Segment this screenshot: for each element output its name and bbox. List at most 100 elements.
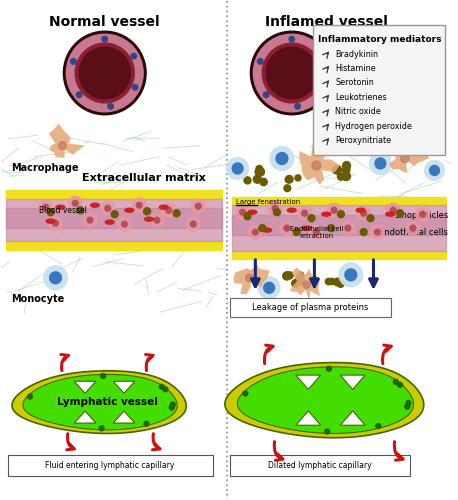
Circle shape: [101, 374, 106, 378]
Circle shape: [150, 213, 164, 227]
Circle shape: [256, 166, 263, 172]
Circle shape: [293, 228, 300, 235]
Circle shape: [371, 225, 384, 239]
Circle shape: [144, 422, 149, 426]
Circle shape: [166, 208, 172, 213]
Circle shape: [295, 175, 301, 181]
Text: Leukotrienes: Leukotrienes: [335, 93, 387, 102]
Circle shape: [75, 43, 134, 103]
Ellipse shape: [386, 212, 395, 216]
Polygon shape: [389, 141, 429, 173]
Circle shape: [298, 206, 311, 220]
Circle shape: [53, 220, 59, 226]
Circle shape: [342, 172, 350, 180]
Circle shape: [248, 225, 262, 239]
Circle shape: [345, 269, 357, 281]
Circle shape: [227, 158, 248, 180]
Circle shape: [329, 278, 335, 284]
Ellipse shape: [287, 208, 296, 212]
Circle shape: [102, 36, 108, 42]
Circle shape: [295, 276, 305, 285]
Circle shape: [154, 217, 160, 223]
Circle shape: [283, 272, 291, 280]
Circle shape: [159, 384, 164, 390]
Circle shape: [63, 31, 146, 115]
Polygon shape: [12, 371, 186, 434]
FancyBboxPatch shape: [8, 456, 213, 476]
Circle shape: [345, 225, 351, 231]
Bar: [232, 198, 446, 205]
Circle shape: [245, 274, 253, 281]
Polygon shape: [225, 362, 424, 438]
Circle shape: [327, 204, 341, 217]
Circle shape: [406, 221, 420, 235]
Circle shape: [405, 404, 409, 409]
Circle shape: [191, 221, 196, 227]
Circle shape: [425, 160, 444, 180]
Circle shape: [191, 200, 205, 213]
Circle shape: [416, 207, 430, 221]
Circle shape: [101, 202, 114, 215]
Circle shape: [66, 34, 143, 112]
Circle shape: [39, 200, 53, 214]
Text: Monocyte: Monocyte: [11, 294, 65, 304]
Polygon shape: [74, 411, 96, 423]
Circle shape: [144, 208, 151, 214]
Circle shape: [410, 225, 416, 231]
Circle shape: [121, 221, 127, 227]
Text: Dilated lymphatic capillary: Dilated lymphatic capillary: [268, 462, 372, 470]
Circle shape: [273, 208, 280, 216]
Text: Hydrogen peroxide: Hydrogen peroxide: [335, 122, 412, 130]
Circle shape: [255, 168, 262, 175]
Ellipse shape: [105, 220, 114, 224]
Circle shape: [163, 387, 168, 392]
Circle shape: [170, 402, 175, 407]
Polygon shape: [290, 268, 320, 301]
Circle shape: [266, 47, 317, 99]
Circle shape: [286, 176, 293, 183]
Circle shape: [244, 212, 251, 220]
Circle shape: [333, 166, 342, 174]
Polygon shape: [340, 375, 365, 390]
Circle shape: [43, 204, 49, 210]
Circle shape: [76, 92, 82, 98]
Circle shape: [420, 212, 425, 217]
Bar: [232, 205, 446, 251]
Circle shape: [79, 47, 131, 99]
Circle shape: [295, 104, 300, 109]
Circle shape: [251, 31, 333, 115]
Bar: [232, 215, 446, 235]
Circle shape: [284, 185, 291, 192]
Circle shape: [253, 34, 330, 112]
Circle shape: [284, 225, 290, 231]
Circle shape: [297, 272, 304, 278]
Circle shape: [430, 166, 439, 175]
Circle shape: [357, 206, 371, 220]
Circle shape: [105, 206, 110, 211]
Circle shape: [390, 208, 396, 213]
Polygon shape: [113, 411, 135, 423]
Circle shape: [327, 224, 335, 232]
Bar: [232, 251, 446, 259]
Circle shape: [243, 391, 248, 396]
Circle shape: [111, 210, 118, 218]
Circle shape: [68, 196, 82, 210]
Circle shape: [76, 206, 83, 214]
Text: Endothelial cell
retraction: Endothelial cell retraction: [289, 226, 343, 238]
Circle shape: [310, 225, 323, 239]
Circle shape: [302, 210, 307, 216]
Text: Fluid entering lymphatic capillary: Fluid entering lymphatic capillary: [45, 462, 174, 470]
Ellipse shape: [248, 210, 257, 214]
Polygon shape: [74, 382, 96, 393]
Circle shape: [270, 146, 294, 171]
Circle shape: [367, 214, 374, 222]
Text: Endothelial cells: Endothelial cells: [379, 228, 448, 236]
Circle shape: [280, 221, 294, 235]
Circle shape: [375, 158, 386, 169]
Circle shape: [308, 214, 315, 222]
Bar: [6, 208, 222, 228]
Circle shape: [27, 394, 33, 399]
Circle shape: [325, 278, 332, 284]
Circle shape: [397, 210, 403, 216]
Circle shape: [327, 366, 331, 371]
